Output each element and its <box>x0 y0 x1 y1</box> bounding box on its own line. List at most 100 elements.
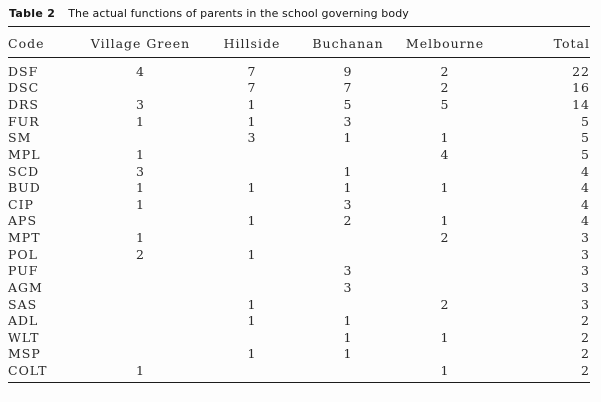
code-cell: SCD <box>8 163 40 179</box>
value-cell <box>388 346 502 363</box>
value-cell <box>85 346 196 363</box>
code-cell: CIP <box>8 196 34 212</box>
code-cell: FUR <box>8 113 40 129</box>
code-cell: BUD <box>8 180 41 196</box>
spacer-row <box>8 56 590 63</box>
value-cell: 2 <box>581 346 590 362</box>
value-cell: 3 <box>581 279 590 295</box>
table-title: Table 2 The actual functions of parents i… <box>9 7 409 20</box>
value-cell <box>196 329 308 346</box>
value-cell: 1 <box>247 213 257 229</box>
code-cell: APS <box>8 213 38 229</box>
value-cell: 2 <box>581 329 590 345</box>
value-cell <box>85 296 196 313</box>
value-cell: 1 <box>247 346 257 362</box>
value-cell <box>308 146 388 163</box>
table-row: SAS 1 2 3 <box>8 296 590 313</box>
value-cell <box>308 296 388 313</box>
value-cell: 5 <box>581 146 590 162</box>
code-cell: DSC <box>8 80 40 96</box>
value-cell <box>85 263 196 280</box>
column-header-hillside: Hillside <box>223 35 281 51</box>
code-cell: MSP <box>8 346 41 362</box>
code-cell: DSF <box>8 63 39 79</box>
table-row: FUR 1 1 3 5 <box>8 113 590 130</box>
bottom-rule <box>8 381 590 384</box>
value-cell: 4 <box>581 163 590 179</box>
value-cell: 7 <box>343 80 353 96</box>
value-cell <box>196 229 308 246</box>
table-row: COLT 1 1 2 <box>8 362 590 379</box>
value-cell: 3 <box>343 113 353 129</box>
value-cell: 1 <box>136 363 145 379</box>
value-cell: 14 <box>572 97 590 113</box>
column-header-melbourne: Melbourne <box>405 35 485 51</box>
value-cell: 1 <box>440 130 450 146</box>
value-cell: 1 <box>247 296 257 312</box>
column-header-village-green: Village Green <box>90 35 191 51</box>
value-cell: 2 <box>581 313 590 329</box>
value-cell: 16 <box>572 80 590 96</box>
table-body: DSF 4 7 9 2 22 DSC 7 7 2 16 DRS 3 1 5 5 14 FUR 1 1 3 5 SM 3 1 1 5 M… <box>8 56 590 379</box>
value-cell: 4 <box>581 213 590 229</box>
table-label: Table 2 <box>9 7 56 20</box>
table-row: CIP 1 3 4 <box>8 196 590 213</box>
value-cell <box>85 329 196 346</box>
value-cell <box>388 196 502 213</box>
value-cell: 1 <box>343 130 353 146</box>
code-cell: ADL <box>8 313 39 329</box>
value-cell: 3 <box>581 230 590 246</box>
value-cell <box>196 362 308 379</box>
value-cell <box>388 279 502 296</box>
column-header-code: Code <box>8 35 45 51</box>
value-cell: 3 <box>343 279 353 295</box>
table-row: ADL 1 1 2 <box>8 312 590 329</box>
value-cell: 3 <box>343 263 353 279</box>
value-cell: 1 <box>343 346 353 362</box>
value-cell: 1 <box>136 196 145 212</box>
code-cell: POL <box>8 246 38 262</box>
table-row: APS 1 2 1 4 <box>8 213 590 230</box>
value-cell: 3 <box>581 263 590 279</box>
value-cell: 7 <box>247 63 257 79</box>
code-cell: MPT <box>8 230 41 246</box>
value-cell: 1 <box>343 180 353 196</box>
value-cell: 5 <box>581 130 590 146</box>
value-cell: 3 <box>247 130 257 146</box>
value-cell: 5 <box>343 97 353 113</box>
value-cell: 1 <box>343 313 353 329</box>
value-cell: 5 <box>581 113 590 129</box>
value-cell: 7 <box>247 80 257 96</box>
value-cell: 2 <box>343 213 353 229</box>
code-cell: PUF <box>8 263 39 279</box>
column-header-buchanan: Buchanan <box>312 35 384 51</box>
value-cell: 3 <box>581 296 590 312</box>
value-cell: 1 <box>343 329 353 345</box>
table-row: WLT 1 1 2 <box>8 329 590 346</box>
value-cell: 1 <box>247 313 257 329</box>
value-cell: 2 <box>136 246 145 262</box>
value-cell: 1 <box>247 113 257 129</box>
value-cell <box>308 246 388 263</box>
functions-table: Code Village Green Hillside Buchanan Mel… <box>8 30 590 379</box>
code-cell: DRS <box>8 97 39 113</box>
value-cell <box>388 263 502 280</box>
table-row: DRS 3 1 5 5 14 <box>8 96 590 113</box>
value-cell <box>388 113 502 130</box>
table-row: POL 2 1 3 <box>8 246 590 263</box>
table-caption: The actual functions of parents in the s… <box>68 7 409 20</box>
code-cell: SAS <box>8 296 38 312</box>
value-cell: 3 <box>136 163 145 179</box>
value-cell: 3 <box>581 246 590 262</box>
table-row: MPL 1 4 5 <box>8 146 590 163</box>
value-cell <box>85 80 196 97</box>
value-cell: 3 <box>343 196 353 212</box>
value-cell <box>196 196 308 213</box>
table-row: SM 3 1 1 5 <box>8 130 590 147</box>
table-row: BUD 1 1 1 1 4 <box>8 179 590 196</box>
table-row: DSF 4 7 9 2 22 <box>8 63 590 80</box>
value-cell: 1 <box>440 213 450 229</box>
code-cell: WLT <box>8 329 40 345</box>
value-cell: 1 <box>136 230 145 246</box>
header-row: Code Village Green Hillside Buchanan Mel… <box>8 30 590 56</box>
